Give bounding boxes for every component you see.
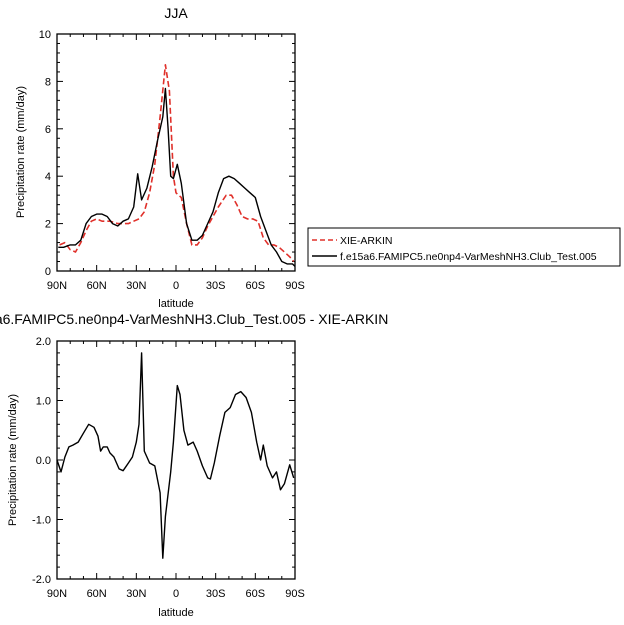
top-series — [58, 64, 296, 267]
series-line-0-0 — [59, 64, 295, 263]
top-y-axis-label: Precipitation rate (mm/day) — [15, 86, 27, 218]
series-line-0-1 — [58, 87, 296, 267]
bottom-ticks: 90N 60N 30N 0 30S 60S 90S -2.0 -1.0 0.0 1.0 2.0 — [32, 336, 305, 600]
x-tick-label: 90N — [47, 280, 67, 292]
legend: XIE-ARKIN f.e15a6.FAMIPC5.ne0np4-VarMesh… — [307, 227, 621, 267]
x-tick-label: 0 — [173, 588, 179, 600]
top-chart-title: JJA — [164, 5, 188, 21]
y-tick-label: 10 — [39, 29, 51, 41]
legend-box — [307, 227, 621, 267]
bottom-plot-frame — [56, 340, 296, 580]
series-line-1-0 — [56, 352, 295, 559]
x-tick-label: 30N — [126, 588, 146, 600]
x-tick-label: 60S — [246, 588, 266, 600]
y-tick-label: -2.0 — [32, 574, 51, 586]
y-tick-label: -1.0 — [32, 515, 51, 527]
legend-label-xie-arkin: XIE-ARKIN — [340, 235, 393, 247]
bottom-y-axis-label: Precipitation rate (mm/day) — [7, 394, 19, 526]
y-tick-label: 2 — [45, 219, 51, 231]
bottom-panel: f.e15a6.FAMIPC5.ne0np4-VarMeshNH3.Club_T… — [0, 311, 388, 619]
legend-label-model: f.e15a6.FAMIPC5.ne0np4-VarMeshNH3.Club_T… — [340, 251, 597, 263]
top-panel: JJA Precipitation rate (mm/day) latitude… — [15, 5, 305, 310]
bottom-series — [56, 352, 295, 559]
y-tick-label: 8 — [45, 76, 51, 88]
x-tick-label: 60N — [87, 280, 107, 292]
x-tick-label: 30N — [126, 280, 146, 292]
y-tick-label: 4 — [45, 171, 51, 183]
top-ticks: 90N 60N 30N 0 30S 60S 90S 0 2 4 6 8 10 — [39, 29, 305, 292]
x-tick-label: 30S — [206, 588, 226, 600]
x-tick-label: 0 — [173, 280, 179, 292]
top-x-axis-label: latitude — [158, 298, 193, 310]
y-tick-label: 0.0 — [36, 455, 51, 467]
bottom-x-axis-label: latitude — [158, 607, 193, 619]
x-tick-label: 90N — [47, 588, 67, 600]
y-tick-label: 2.0 — [36, 336, 51, 348]
x-tick-label: 90S — [285, 280, 305, 292]
x-tick-label: 30S — [206, 280, 226, 292]
x-tick-label: 90S — [285, 588, 305, 600]
bottom-chart-title: f.e15a6.FAMIPC5.ne0np4-VarMeshNH3.Club_T… — [0, 311, 388, 327]
x-tick-label: 60N — [87, 588, 107, 600]
y-tick-label: 6 — [45, 124, 51, 136]
y-tick-label: 1.0 — [36, 396, 51, 408]
y-tick-label: 0 — [45, 266, 51, 278]
top-plot-frame — [56, 33, 296, 272]
x-tick-label: 60S — [246, 280, 266, 292]
